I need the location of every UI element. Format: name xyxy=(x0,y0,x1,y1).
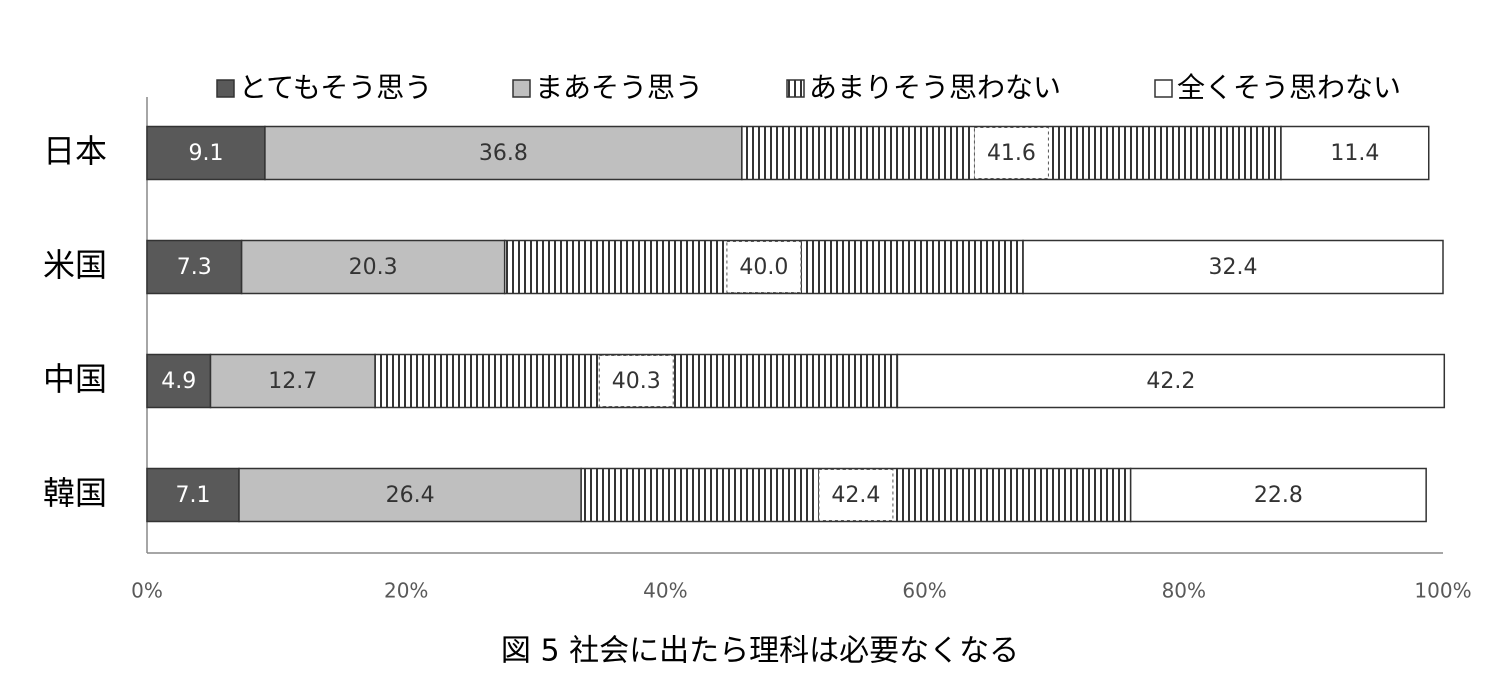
label-background xyxy=(818,469,894,521)
legend-swatch xyxy=(216,79,235,98)
legend-swatch xyxy=(512,79,531,98)
data-label: 11.4 xyxy=(1330,141,1379,166)
chart-title: 図 5 社会に出たら理科は必要なくなる xyxy=(501,634,1019,669)
bar-segment xyxy=(146,467,240,523)
bar-segment xyxy=(1129,467,1427,523)
label-background xyxy=(973,127,1049,179)
label-background xyxy=(726,241,802,293)
data-label: 22.8 xyxy=(1254,483,1303,508)
data-label: 20.3 xyxy=(349,255,398,280)
data-label: 40.3 xyxy=(612,369,661,394)
bar-segment xyxy=(264,125,743,181)
label-background xyxy=(598,355,674,407)
legend-swatch xyxy=(786,79,805,98)
bar-segment xyxy=(209,353,376,409)
legend-label: まあそう思う xyxy=(535,71,703,104)
data-label: 7.3 xyxy=(177,255,212,280)
data-label: 4.9 xyxy=(161,369,196,394)
x-tick-label: 60% xyxy=(902,579,946,603)
category-label: 米国 xyxy=(43,246,107,284)
x-tick-label: 20% xyxy=(384,579,428,603)
category-label: 中国 xyxy=(43,360,107,398)
x-tick-label: 80% xyxy=(1162,579,1206,603)
bar-segment xyxy=(146,239,243,295)
legend-swatch xyxy=(1154,79,1173,98)
x-tick-label: 100% xyxy=(1414,579,1471,603)
data-label: 32.4 xyxy=(1209,255,1258,280)
bar-segment xyxy=(240,239,506,295)
data-label: 9.1 xyxy=(188,141,223,166)
category-label: 韓国 xyxy=(43,474,107,512)
x-tick-label: 0% xyxy=(131,579,163,603)
data-label: 12.7 xyxy=(268,369,317,394)
legend-label: 全くそう思わない xyxy=(1177,71,1401,104)
bar-segment xyxy=(1022,239,1444,295)
bar-segment xyxy=(896,353,1446,409)
bar-segment xyxy=(146,353,212,409)
bar-segment xyxy=(146,125,266,181)
data-label: 41.6 xyxy=(987,141,1036,166)
bar-segment xyxy=(238,467,582,523)
data-label: 42.2 xyxy=(1146,369,1195,394)
category-label: 日本 xyxy=(43,132,107,170)
x-tick-label: 40% xyxy=(643,579,687,603)
bar-segment xyxy=(1280,125,1430,181)
data-label: 40.0 xyxy=(739,255,788,280)
legend-label: とてもそう思う xyxy=(239,71,432,104)
legend-label: あまりそう思わない xyxy=(809,71,1061,104)
data-label: 36.8 xyxy=(479,141,528,166)
data-label: 7.1 xyxy=(176,483,211,508)
data-label: 42.4 xyxy=(831,483,880,508)
data-label: 26.4 xyxy=(386,483,435,508)
